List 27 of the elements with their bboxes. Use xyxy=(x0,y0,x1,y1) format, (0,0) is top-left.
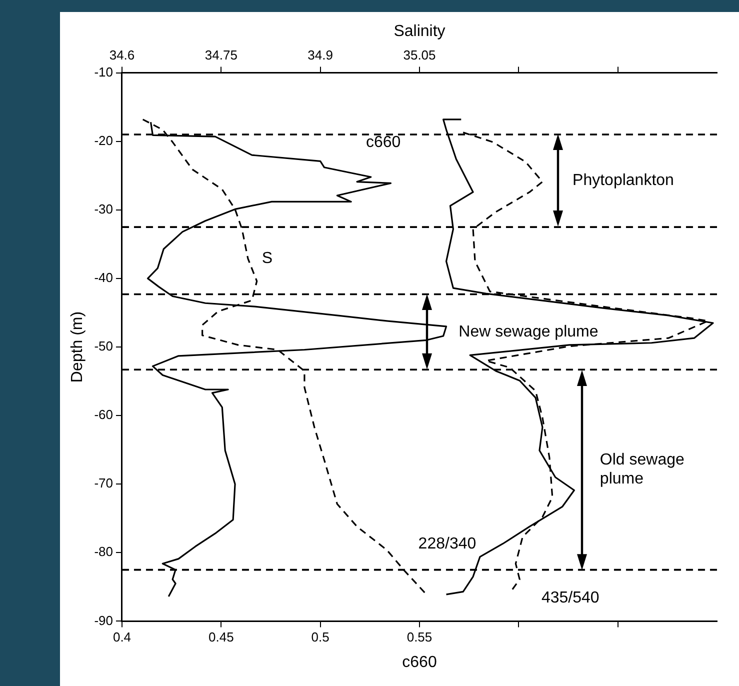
annotation: New sewage plume xyxy=(458,323,598,340)
y-tick-label: -60 xyxy=(94,407,113,422)
y-tick-label: -90 xyxy=(94,612,113,628)
x2-tick-label: 34.6 xyxy=(109,48,135,63)
y-tick-label: -40 xyxy=(94,270,113,286)
x2-tick-label: 35.05 xyxy=(403,48,436,63)
y-tick-label: -30 xyxy=(94,201,113,216)
x2-axis-title: Salinity xyxy=(394,23,446,40)
annotation: Phytoplankton xyxy=(572,172,674,190)
series-label: S xyxy=(262,250,272,268)
y-tick-label: -20 xyxy=(94,132,113,148)
y-tick-label: -10 xyxy=(94,64,113,80)
x-tick-label: 0.5 xyxy=(311,630,330,645)
series-label: 435/540 xyxy=(541,590,600,607)
x-tick-label: 0.55 xyxy=(406,630,432,645)
x2-tick-label: 34.9 xyxy=(308,48,333,63)
annotation: Old sewage plume xyxy=(600,452,685,488)
y-tick-label: -50 xyxy=(94,338,113,354)
y-axis-title: Depth (m) xyxy=(69,311,86,383)
x-tick-label: 0.4 xyxy=(112,630,132,645)
x-axis-title: c660 xyxy=(402,654,437,671)
series-label: c660 xyxy=(366,134,401,151)
x2-tick-label: 34.75 xyxy=(204,48,238,63)
y-tick-label: -80 xyxy=(94,544,113,560)
y-tick-label: -70 xyxy=(94,476,113,491)
x-tick-label: 0.45 xyxy=(208,630,234,645)
series-label: 228/340 xyxy=(418,535,476,552)
